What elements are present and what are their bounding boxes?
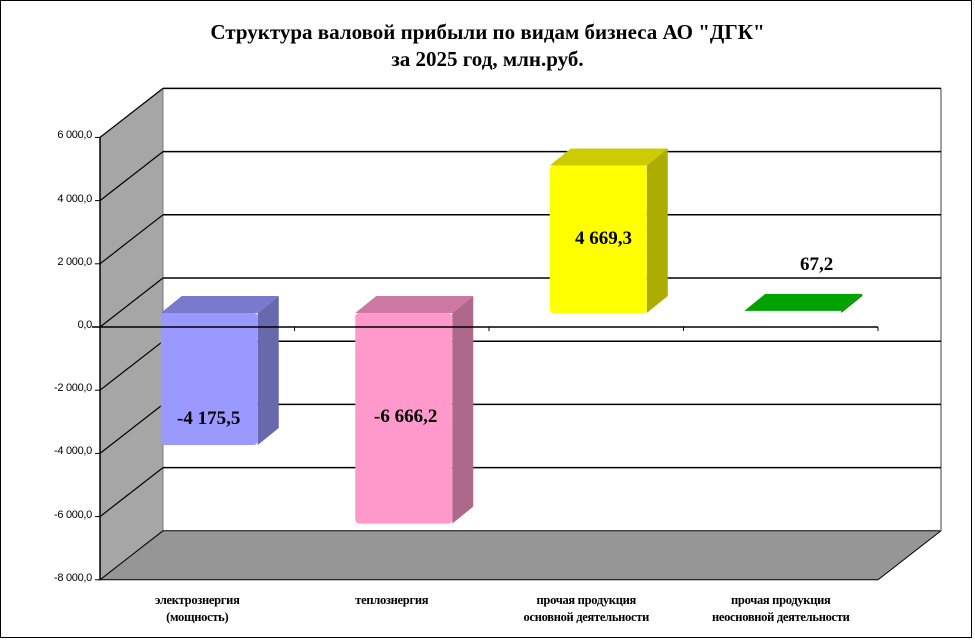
gridline-diagonal <box>99 277 164 328</box>
chart-title-line-2: за 2025 год, млн.руб. <box>391 47 584 71</box>
gridline-diagonal <box>99 340 164 391</box>
gridline-diagonal <box>99 87 164 138</box>
gridline-diagonal <box>99 214 164 265</box>
bar-side <box>646 148 668 313</box>
bar-top <box>355 296 474 313</box>
bar-front <box>355 313 453 524</box>
bar-top <box>549 148 668 166</box>
bar-side <box>257 296 279 445</box>
category-label: прочая продукция основной деятельности <box>523 593 650 624</box>
y-tick-label: 4 000,0 <box>57 192 92 205</box>
y-tick-label: 0,0 <box>77 319 93 331</box>
bar-front <box>549 165 647 313</box>
data-label: -6 666,2 <box>374 406 438 427</box>
gridline-diagonal <box>99 403 164 454</box>
y-tick-label: -6 000,0 <box>54 508 92 521</box>
chart-title-line-1: Структура валовой прибыли по видам бизне… <box>210 20 765 44</box>
bar-front <box>160 313 258 445</box>
data-label: -4 175,5 <box>177 408 241 429</box>
y-tick-label: -2 000,0 <box>54 382 92 395</box>
y-tick-label: 2 000,0 <box>57 255 92 268</box>
gridline-diagonal <box>99 151 164 202</box>
bar-top <box>744 293 863 311</box>
y-tick-label: 6 000,0 <box>57 129 92 142</box>
y-tick-label: -4 000,0 <box>54 445 92 458</box>
category-label: прочая продукция неосновной деятельности <box>711 593 850 624</box>
floor <box>98 530 943 581</box>
side-wall <box>99 87 164 581</box>
data-label: 67,2 <box>800 254 834 275</box>
bar-side <box>841 293 863 313</box>
data-label: 4 669,3 <box>575 228 632 249</box>
gridline-diagonal <box>99 467 164 518</box>
y-tick-label: -8 000,0 <box>54 571 92 584</box>
bar-top <box>160 296 279 313</box>
bar-side <box>452 296 474 524</box>
category-label: теплознергия <box>355 593 429 607</box>
category-label: электрознергия (мощность) <box>154 593 240 624</box>
